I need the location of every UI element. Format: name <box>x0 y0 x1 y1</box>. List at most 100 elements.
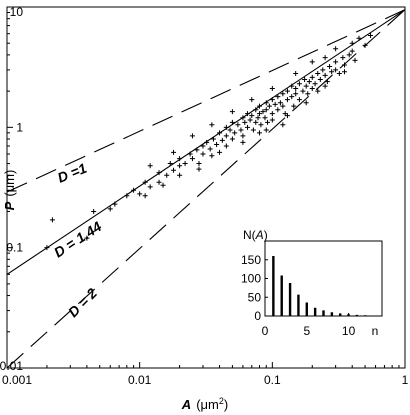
scatter-point <box>265 119 271 125</box>
scatter-point <box>327 64 333 70</box>
x-axis-title: A (μm2) <box>181 396 228 412</box>
scatter-point <box>269 97 275 103</box>
scatter-point <box>368 32 374 38</box>
scatter-point <box>160 182 166 188</box>
scatter-point <box>275 107 281 113</box>
x-tick-label: 0.1 <box>264 373 281 387</box>
inset-x-tick-label: 5 <box>303 324 310 338</box>
scatter-point <box>349 48 355 54</box>
scatter-point <box>223 133 229 139</box>
scatter-point <box>342 62 348 68</box>
scatter-point <box>263 100 269 106</box>
scatter-point <box>256 103 262 109</box>
scatter-point <box>249 97 255 103</box>
scatter-point <box>84 235 90 241</box>
scatter-point <box>302 76 308 82</box>
inset-y-tick-label: 150 <box>241 253 261 267</box>
inset-x-tick-label: 0 <box>262 324 269 338</box>
scatter-point <box>322 72 328 78</box>
scatter-point <box>156 170 162 176</box>
scatter-point <box>147 163 153 169</box>
x-tick-label: 0.01 <box>128 373 152 387</box>
inset-y-tick-label: 100 <box>241 272 261 286</box>
scatter-point <box>284 97 290 103</box>
scatter-point <box>260 109 266 115</box>
scatter-point <box>240 139 246 145</box>
scatter-point <box>210 136 216 142</box>
x-axis-ticks: 0.001 0.01 0.1 1 <box>2 362 409 387</box>
scatter-point <box>289 94 295 100</box>
scatter-point <box>242 119 248 125</box>
scatter-point <box>309 74 315 80</box>
inset-bar <box>305 302 308 316</box>
scatter-point <box>249 113 255 119</box>
scatter-point <box>266 103 272 109</box>
scatter-point <box>258 122 264 128</box>
scatter-point <box>238 127 244 133</box>
scatter-point <box>322 83 328 89</box>
scatter-point <box>306 79 312 85</box>
inset-bar <box>364 315 367 316</box>
scatter-point <box>189 133 195 139</box>
scatter-point <box>91 208 97 214</box>
inset-y-label-var: A <box>255 228 264 242</box>
scatter-point <box>156 179 162 185</box>
scatter-point <box>280 122 286 128</box>
scatter-point <box>247 117 253 123</box>
scatter-point <box>263 127 269 133</box>
scatter-point <box>293 71 299 77</box>
scatter-point <box>309 59 315 65</box>
scatter-point <box>204 139 210 145</box>
scatter-point <box>293 86 299 92</box>
scatter-point <box>329 69 335 75</box>
scatter-point <box>317 76 323 82</box>
scatter-point <box>124 193 130 199</box>
scatter-point <box>320 67 326 73</box>
scatter-point <box>256 130 262 136</box>
scatter-point <box>324 79 330 85</box>
scatter-point <box>200 143 206 149</box>
scatter-point <box>164 172 170 178</box>
scatter-point <box>182 161 188 167</box>
scatter-point <box>280 103 286 109</box>
scatter-point <box>240 115 246 121</box>
scatter-point <box>291 103 297 109</box>
scatter-point <box>340 55 346 61</box>
scatter-point <box>303 100 309 106</box>
y-tick-label: 0.01 <box>0 359 23 373</box>
scatter-point <box>229 119 235 125</box>
scatter-point <box>217 130 223 136</box>
line-label-d1: D =1 <box>55 160 89 186</box>
scatter-point <box>303 83 309 89</box>
reference-line <box>7 9 405 368</box>
inset-y-label: N(A) <box>243 228 268 242</box>
scatter-point <box>263 107 269 113</box>
scatter-point <box>209 153 215 159</box>
inset-y-label-prefix: N( <box>243 228 256 242</box>
inset-bar <box>355 314 359 316</box>
scatter-point <box>189 156 195 162</box>
scatter-point <box>147 184 153 190</box>
x-axis-unit-close: ) <box>224 397 228 412</box>
scatter-point <box>322 55 328 61</box>
scatter-point <box>142 193 148 199</box>
scatter-point <box>253 119 259 125</box>
scatter-point <box>342 69 348 75</box>
inset-y-tick-label: 0 <box>254 309 261 323</box>
scatter-point <box>207 146 213 152</box>
inset-frame <box>264 240 383 317</box>
scatter-point <box>209 122 215 128</box>
scatter-point <box>305 91 311 97</box>
scatter-point <box>277 100 283 106</box>
inset-y-ticks: 150 100 50 0 <box>241 253 268 323</box>
y-tick-label: 0.1 <box>6 241 23 255</box>
scatter-point <box>229 109 235 115</box>
y-tick-label: 1 <box>16 120 23 134</box>
scatter-point <box>142 179 148 185</box>
scatter-point <box>177 156 183 162</box>
scatter-point <box>253 107 259 113</box>
scatter-point <box>171 167 177 173</box>
scatter-point <box>284 88 290 94</box>
scatter-point <box>229 136 235 142</box>
y-axis-ticks: 10 1 0.1 0.01 <box>0 5 23 373</box>
